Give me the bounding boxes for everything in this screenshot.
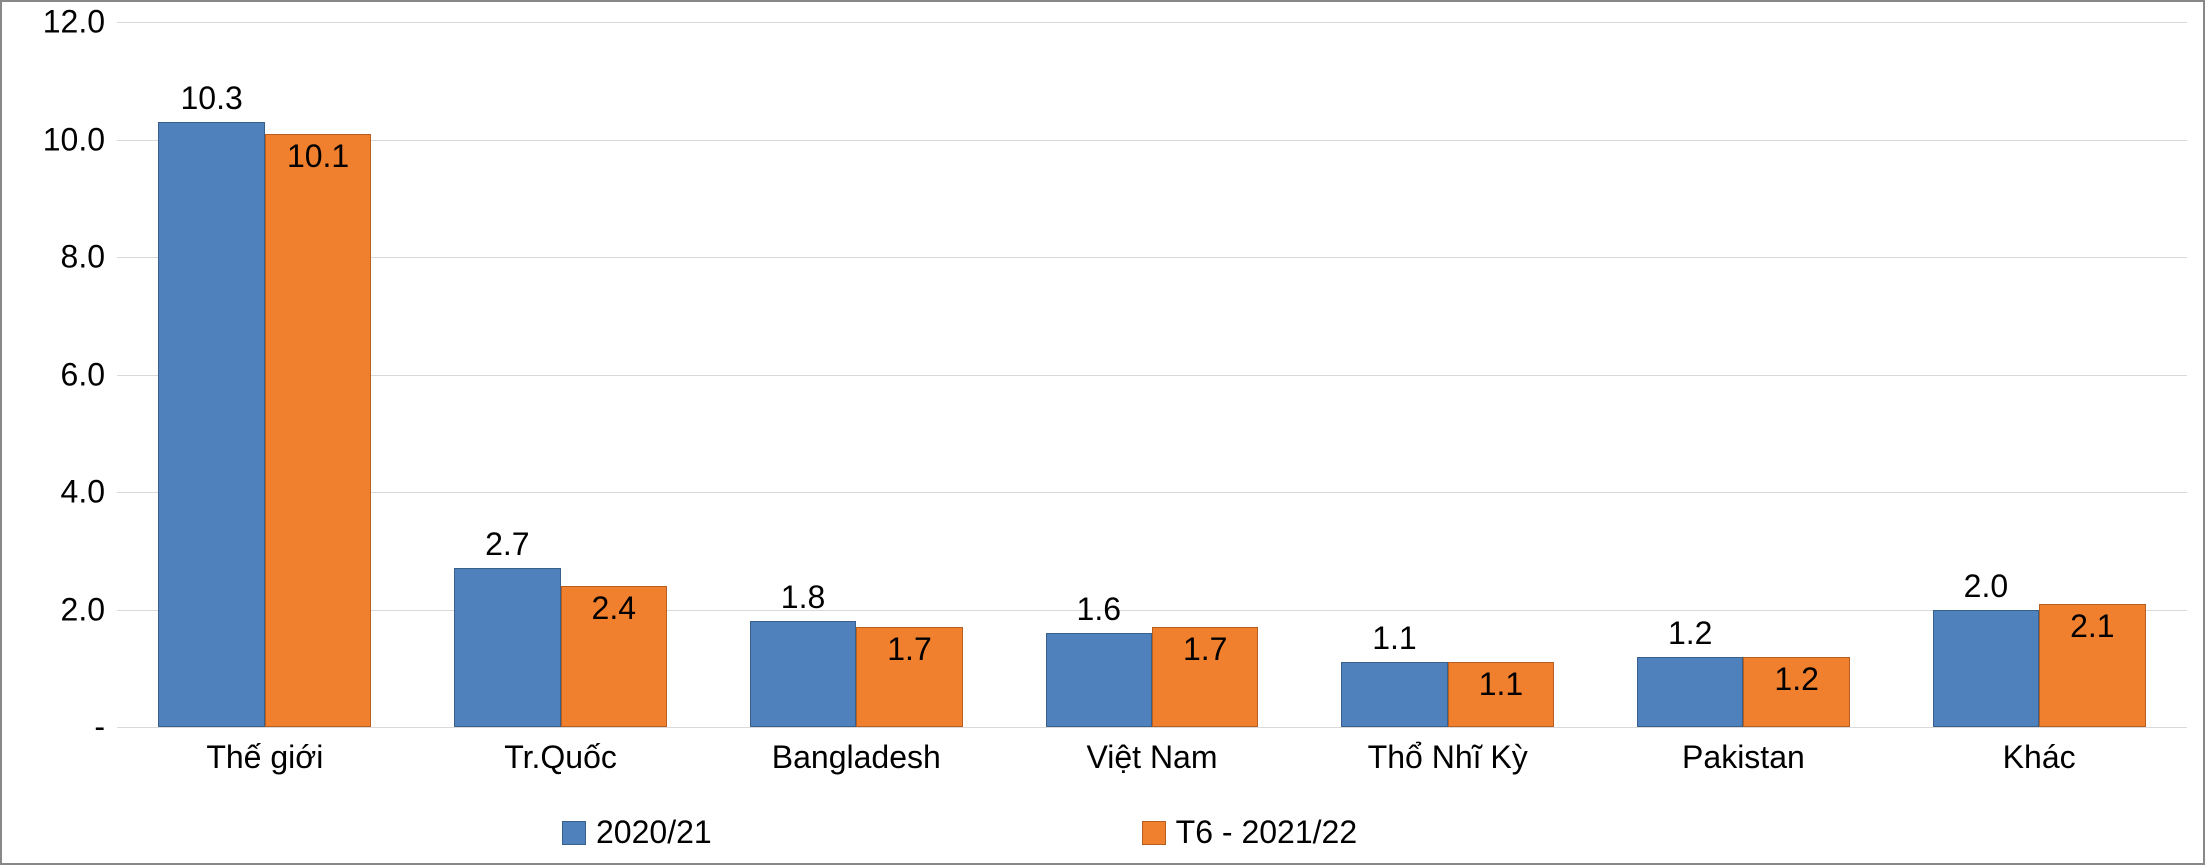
bar-2020-21: [454, 568, 560, 727]
data-label: 1.7: [887, 631, 931, 668]
y-tick-label: 10.0: [43, 121, 117, 158]
gridline: [117, 610, 2187, 611]
data-label: 10.1: [287, 138, 349, 175]
bar-2020-21: [1637, 657, 1743, 728]
plot-area: -2.04.06.08.010.012.0Thế giới10.310.1Tr.…: [117, 22, 2187, 727]
legend-swatch: [1142, 821, 1166, 845]
gridline: [117, 375, 2187, 376]
data-label: 2.4: [592, 590, 636, 627]
data-label: 1.2: [1668, 615, 1712, 652]
gridline: [117, 22, 2187, 23]
legend-item: T6 - 2021/22: [1142, 814, 1357, 851]
gridline: [117, 140, 2187, 141]
data-label: 1.2: [1774, 661, 1818, 698]
data-label: 2.0: [1964, 568, 2008, 605]
legend: 2020/21 T6 - 2021/22: [562, 814, 1357, 851]
data-label: 10.3: [180, 80, 242, 117]
x-tick-label: Thổ Nhĩ Kỳ: [1368, 727, 1528, 776]
bar-2020-21: [158, 122, 264, 727]
gridline: [117, 492, 2187, 493]
legend-swatch: [562, 821, 586, 845]
data-label: 1.7: [1183, 631, 1227, 668]
bar-2020-21: [1046, 633, 1152, 727]
x-tick-label: Việt Nam: [1086, 727, 1217, 776]
data-label: 2.1: [2070, 608, 2114, 645]
y-tick-label: 12.0: [43, 4, 117, 41]
y-tick-label: 4.0: [61, 474, 117, 511]
legend-label: T6 - 2021/22: [1176, 814, 1357, 851]
bar-2020-21: [750, 621, 856, 727]
y-tick-label: 2.0: [61, 591, 117, 628]
x-tick-label: Thế giới: [206, 727, 323, 776]
data-label: 2.7: [485, 526, 529, 563]
y-tick-label: 8.0: [61, 239, 117, 276]
legend-label: 2020/21: [596, 814, 712, 851]
x-tick-label: Tr.Quốc: [504, 727, 617, 776]
x-tick-label: Khác: [2003, 727, 2076, 776]
bar-t6---2021-22: [265, 134, 371, 727]
legend-item: 2020/21: [562, 814, 712, 851]
bar-2020-21: [1933, 610, 2039, 728]
y-tick-label: 6.0: [61, 356, 117, 393]
data-label: 1.6: [1077, 591, 1121, 628]
gridline: [117, 257, 2187, 258]
y-tick-label: -: [94, 709, 117, 746]
x-tick-label: Pakistan: [1682, 727, 1805, 776]
chart-container: - 2.0 4.0 6.0 8.0 10.0 12.0 Thế giới 10.3 10.1 Tr.…: [0, 0, 2205, 865]
x-tick-label: Bangladesh: [772, 727, 941, 776]
data-label: 1.1: [1372, 620, 1416, 657]
data-label: 1.8: [781, 579, 825, 616]
data-label: 1.1: [1479, 666, 1523, 703]
bar-2020-21: [1341, 662, 1447, 727]
